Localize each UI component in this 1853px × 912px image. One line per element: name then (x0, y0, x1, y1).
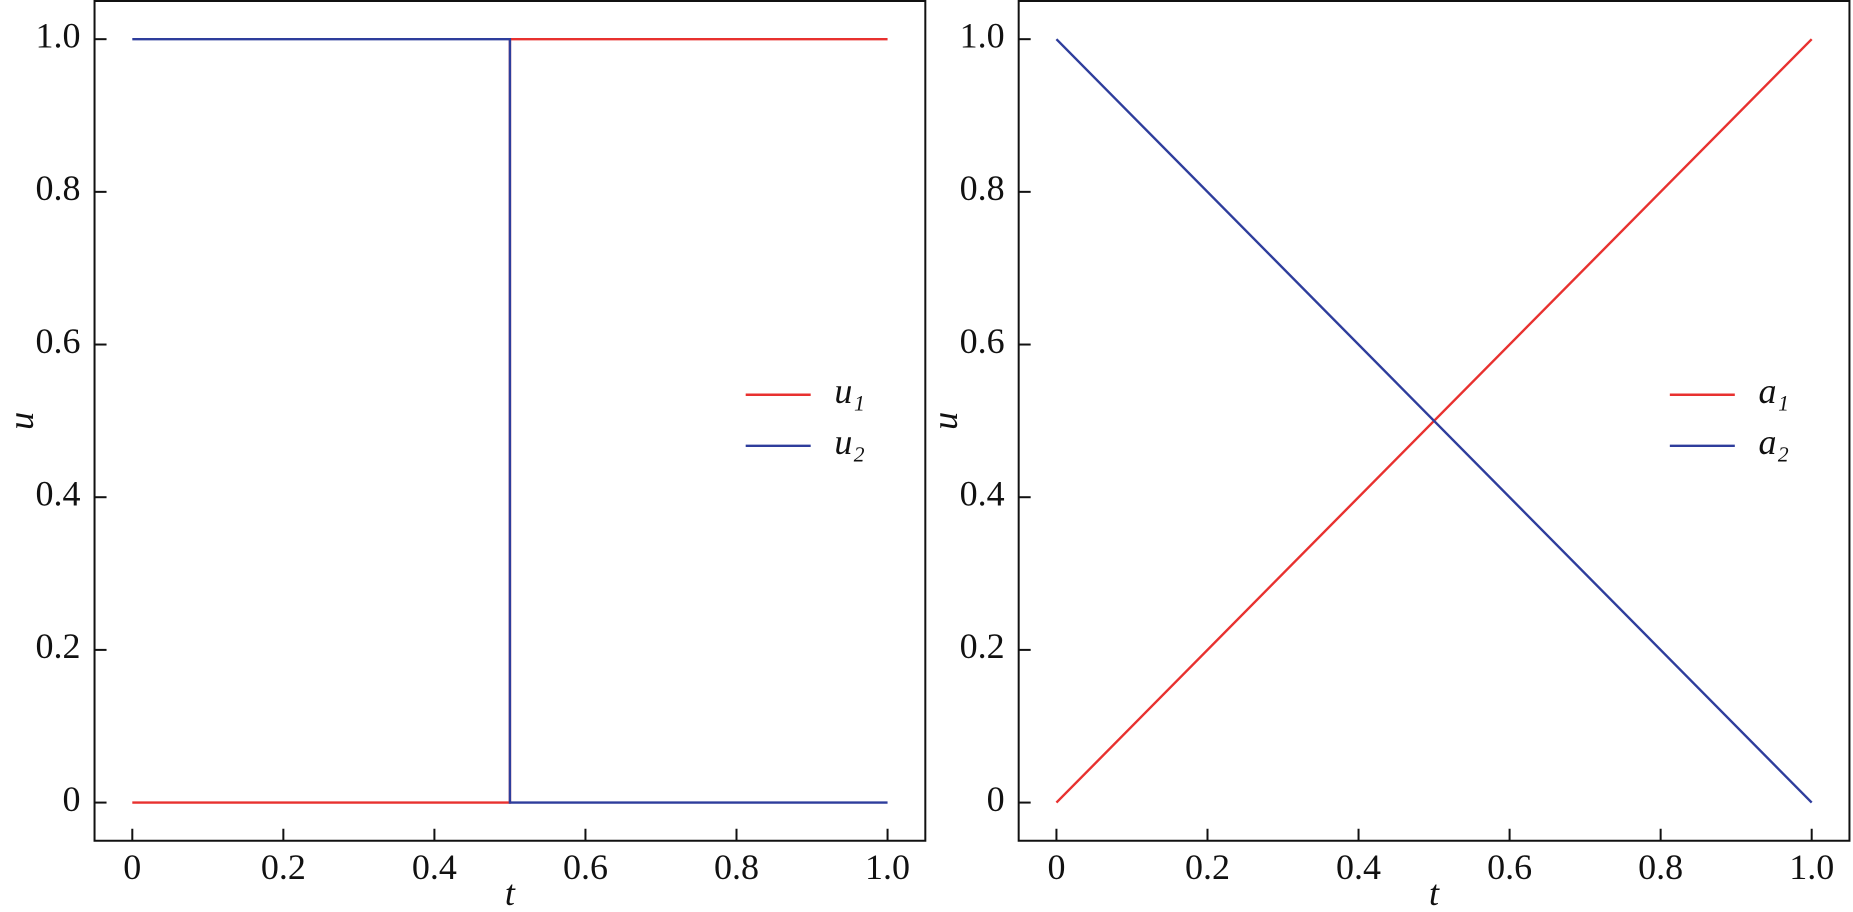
chart: 0 0.2 0.4 0.6 0.8 1.0 0 0.2 0.4 0.6 0.8 1.0 t u u₁ u₂ (1, 0, 927, 912)
y-axis-label: u (925, 412, 965, 430)
legend-label: u₂ (834, 422, 865, 462)
y-tick-label: 1.0 (36, 15, 81, 55)
x-tick-label: 0.4 (412, 847, 457, 887)
x-tick-label: 0.6 (563, 847, 608, 887)
x-tick-label: 0.8 (1638, 847, 1683, 887)
y-tick-label: 0 (987, 779, 1005, 819)
x-tick-label: 0.6 (1487, 847, 1532, 887)
y-tick-label: 0 (63, 779, 81, 819)
plot-frame (93, 0, 927, 842)
y-tick-label: 0.4 (960, 473, 1005, 513)
x-tick-label: 0.4 (1336, 847, 1381, 887)
y-tick-label: 0.8 (960, 168, 1005, 208)
x-tick-label: 0 (123, 847, 141, 887)
x-tick-label: 1.0 (1789, 847, 1834, 887)
series-line (1055, 38, 1813, 804)
x-tick-label: 0.8 (714, 847, 759, 887)
x-axis-label: t (1429, 873, 1440, 912)
y-tick-label: 0.2 (36, 626, 81, 666)
y-tick-label: 0.6 (36, 321, 81, 361)
series-line (132, 37, 888, 804)
x-tick-label: 1.0 (865, 847, 910, 887)
y-tick-label: 0.4 (36, 473, 81, 513)
legend-label: u₁ (834, 371, 865, 411)
legend-label: a₂ (1758, 422, 1789, 462)
plot-frame (1017, 0, 1851, 842)
y-tick-label: 0.2 (960, 626, 1005, 666)
y-tick-label: 1.0 (960, 15, 1005, 55)
y-tick-label: 0.8 (36, 168, 81, 208)
legend-label: a₁ (1758, 371, 1789, 411)
x-tick-label: 0 (1047, 847, 1065, 887)
y-axis-label: u (1, 412, 41, 430)
y-tick-label: 0.6 (960, 321, 1005, 361)
x-tick-label: 0.2 (261, 847, 306, 887)
x-axis-label: t (505, 873, 516, 912)
chart: 0 0.2 0.4 0.6 0.8 1.0 0 0.2 0.4 0.6 0.8 1.0 t u a₁ a₂ (925, 0, 1851, 912)
x-tick-label: 0.2 (1185, 847, 1230, 887)
